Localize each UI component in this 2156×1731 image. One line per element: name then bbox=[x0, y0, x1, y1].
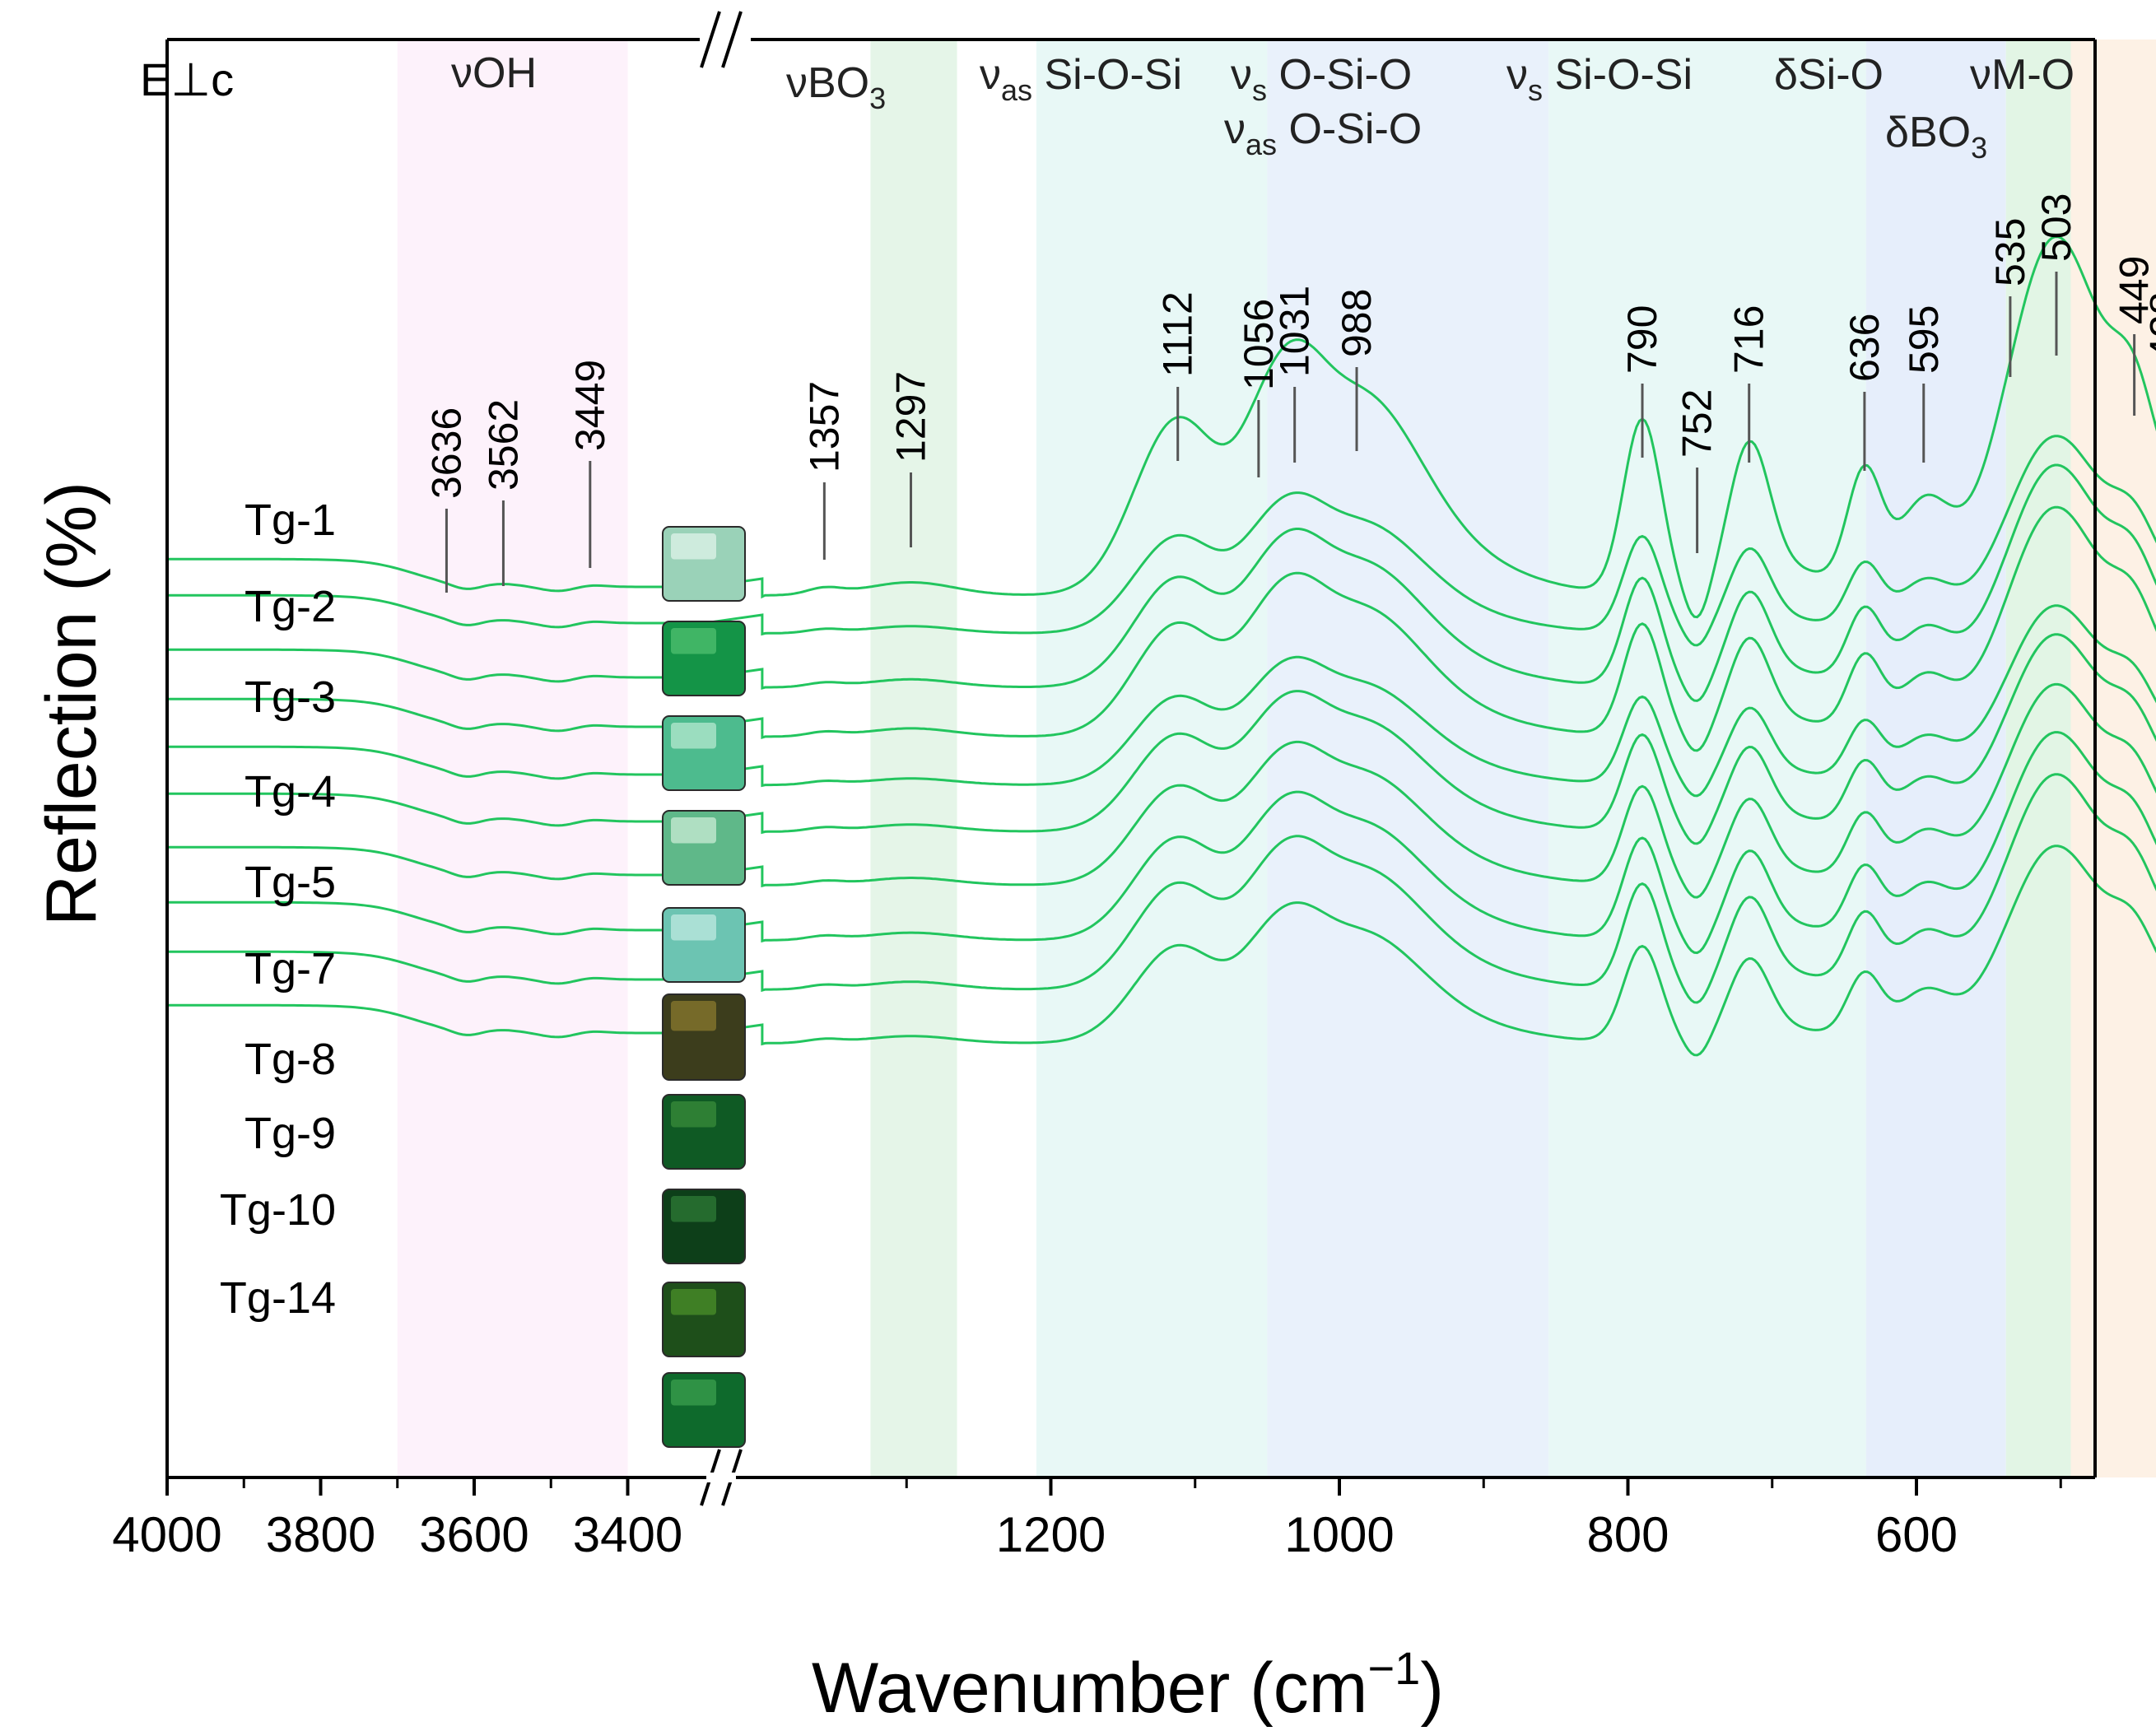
peak-label-449: 449 bbox=[2112, 256, 2156, 324]
band-label-voh: νOH bbox=[451, 49, 537, 97]
x-tick-label: 800 bbox=[1586, 1507, 1669, 1562]
peak-label-1056: 1056 bbox=[1236, 299, 1282, 390]
series-line-tg-10 bbox=[167, 773, 2156, 1004]
x-tick-label: 3600 bbox=[419, 1507, 529, 1562]
crystal-photo-tg-7 bbox=[662, 993, 746, 1081]
crystal-highlight bbox=[671, 817, 716, 844]
sample-label-tg-7: Tg-7 bbox=[244, 944, 336, 993]
peak-label-1112: 1112 bbox=[1155, 291, 1201, 377]
crystal-highlight bbox=[671, 1289, 716, 1315]
series-line-tg-1 bbox=[167, 235, 2156, 619]
band-region-vm-o bbox=[2070, 40, 2156, 1477]
axis-break-mark-top bbox=[721, 11, 743, 68]
band-region-dsi-o bbox=[1865, 40, 2006, 1477]
crystal-photo-tg-3 bbox=[662, 715, 746, 791]
plot-frame bbox=[165, 11, 2097, 1506]
crystal-photo-tg-5 bbox=[662, 907, 746, 983]
crystal-photo-tg-8 bbox=[662, 1094, 746, 1170]
crystal-highlight bbox=[671, 914, 716, 941]
crystal-highlight bbox=[671, 1380, 716, 1406]
band-label-vs-si-o-si: νs Si-O-Si bbox=[1506, 51, 1693, 107]
peak-label-428: 428 bbox=[2141, 292, 2156, 361]
crystal-photo-tg-9 bbox=[662, 1189, 746, 1264]
sample-label-tg-14: Tg-14 bbox=[220, 1273, 336, 1323]
band-label-vas-si-o-si: νas Si-O-Si bbox=[980, 51, 1182, 107]
crystal-photo-tg-1 bbox=[662, 526, 746, 602]
x-axis-title: Wavenumber (cm−1) bbox=[812, 1642, 1444, 1728]
sample-label-tg-1: Tg-1 bbox=[244, 496, 336, 545]
x-tick-label: 1000 bbox=[1284, 1507, 1394, 1562]
peak-label-3636: 3636 bbox=[423, 407, 469, 499]
sample-label-tg-4: Tg-4 bbox=[244, 767, 336, 817]
band-shading-layer bbox=[397, 40, 2156, 1477]
band-region-vbo3 bbox=[870, 40, 957, 1477]
sample-label-tg-9: Tg-9 bbox=[244, 1109, 336, 1158]
crystal-highlight bbox=[671, 1196, 716, 1222]
crystal-highlight bbox=[671, 628, 716, 654]
peak-label-752: 752 bbox=[1674, 389, 1721, 458]
series-line-tg-8 bbox=[167, 682, 2156, 899]
band-label-dbo3: δBO3 bbox=[1885, 109, 1987, 165]
sample-label-tg-10: Tg-10 bbox=[220, 1185, 336, 1235]
sample-label-tg-5: Tg-5 bbox=[244, 858, 336, 907]
band-label-vbo3: νBO3 bbox=[786, 59, 886, 115]
sample-label-tg-3: Tg-3 bbox=[244, 672, 336, 722]
peak-label-988: 988 bbox=[1334, 289, 1380, 357]
y-axis-title: Reflection (%) bbox=[32, 482, 111, 926]
x-tick-label: 3400 bbox=[573, 1507, 682, 1562]
series-line-tg-4 bbox=[167, 505, 2156, 752]
x-axis-ticks: 400038003600340012001000800600400 bbox=[112, 1477, 2062, 1562]
peak-label-535: 535 bbox=[1987, 218, 2033, 286]
peak-label-790: 790 bbox=[1619, 305, 1665, 374]
spectra-layer bbox=[167, 235, 2156, 1057]
x-tick-label: 3800 bbox=[266, 1507, 375, 1562]
band-region-vs-si-o-si bbox=[1548, 40, 1866, 1477]
band-region-voh bbox=[397, 40, 628, 1477]
crystal-photos-layer bbox=[662, 526, 746, 1448]
peak-label-716: 716 bbox=[1726, 305, 1772, 374]
band-region-vs-o-si-o-vas-o-si-o bbox=[1267, 40, 1549, 1477]
crystal-photo-tg-10 bbox=[662, 1282, 746, 1357]
peak-label-1357: 1357 bbox=[801, 381, 847, 472]
peak-label-1297: 1297 bbox=[888, 371, 934, 463]
series-line-tg-7 bbox=[167, 633, 2156, 845]
band-region-dbo3 bbox=[2005, 40, 2071, 1477]
band-label-line2: νas O-Si-O bbox=[1224, 105, 1422, 161]
crystal-highlight bbox=[671, 1001, 716, 1031]
peak-label-3562: 3562 bbox=[480, 399, 526, 491]
crystal-highlight bbox=[671, 1101, 716, 1128]
sample-label-tg-8: Tg-8 bbox=[244, 1035, 336, 1084]
crystal-photo-tg-2 bbox=[662, 621, 746, 696]
peak-label-595: 595 bbox=[1901, 305, 1947, 374]
band-label-vm-o: νM-O bbox=[1970, 51, 2075, 99]
peak-label-1031: 1031 bbox=[1272, 286, 1318, 377]
crystal-photo-tg-4 bbox=[662, 810, 746, 886]
x-tick-label: 600 bbox=[1875, 1507, 1958, 1562]
series-line-tg-9 bbox=[167, 731, 2156, 955]
series-line-tg-3 bbox=[167, 463, 2156, 702]
crystal-photo-tg-14 bbox=[662, 1372, 746, 1448]
axis-break-gap bbox=[706, 1473, 736, 1482]
series-line-tg-14 bbox=[167, 845, 2156, 1057]
series-line-tg-2 bbox=[167, 435, 2156, 647]
crystal-highlight bbox=[671, 723, 716, 749]
series-line-tg-5 bbox=[167, 604, 2156, 798]
peak-label-3449: 3449 bbox=[567, 360, 613, 451]
peak-label-503: 503 bbox=[2033, 193, 2079, 262]
band-region-vas-si-o-si bbox=[1036, 40, 1268, 1477]
axis-break-mark-top bbox=[700, 11, 721, 68]
band-label-vs-o-si-o-vas-o-si-o: νs O-Si-O bbox=[1231, 51, 1412, 107]
sample-labels-layer: Tg-1 Tg-2 Tg-3 Tg-4 Tg-5 Tg-7 Tg-8 Tg-9 Tg-10 Tg-… bbox=[220, 496, 336, 1323]
band-label-dsi-o: δSi-O bbox=[1774, 51, 1884, 99]
polarization-label: E⊥c bbox=[140, 54, 234, 105]
peak-label-636: 636 bbox=[1842, 314, 1888, 382]
x-tick-label: 1200 bbox=[996, 1507, 1106, 1562]
x-tick-label: 4000 bbox=[112, 1507, 221, 1562]
crystal-highlight bbox=[671, 533, 716, 560]
sample-label-tg-2: Tg-2 bbox=[244, 582, 336, 631]
